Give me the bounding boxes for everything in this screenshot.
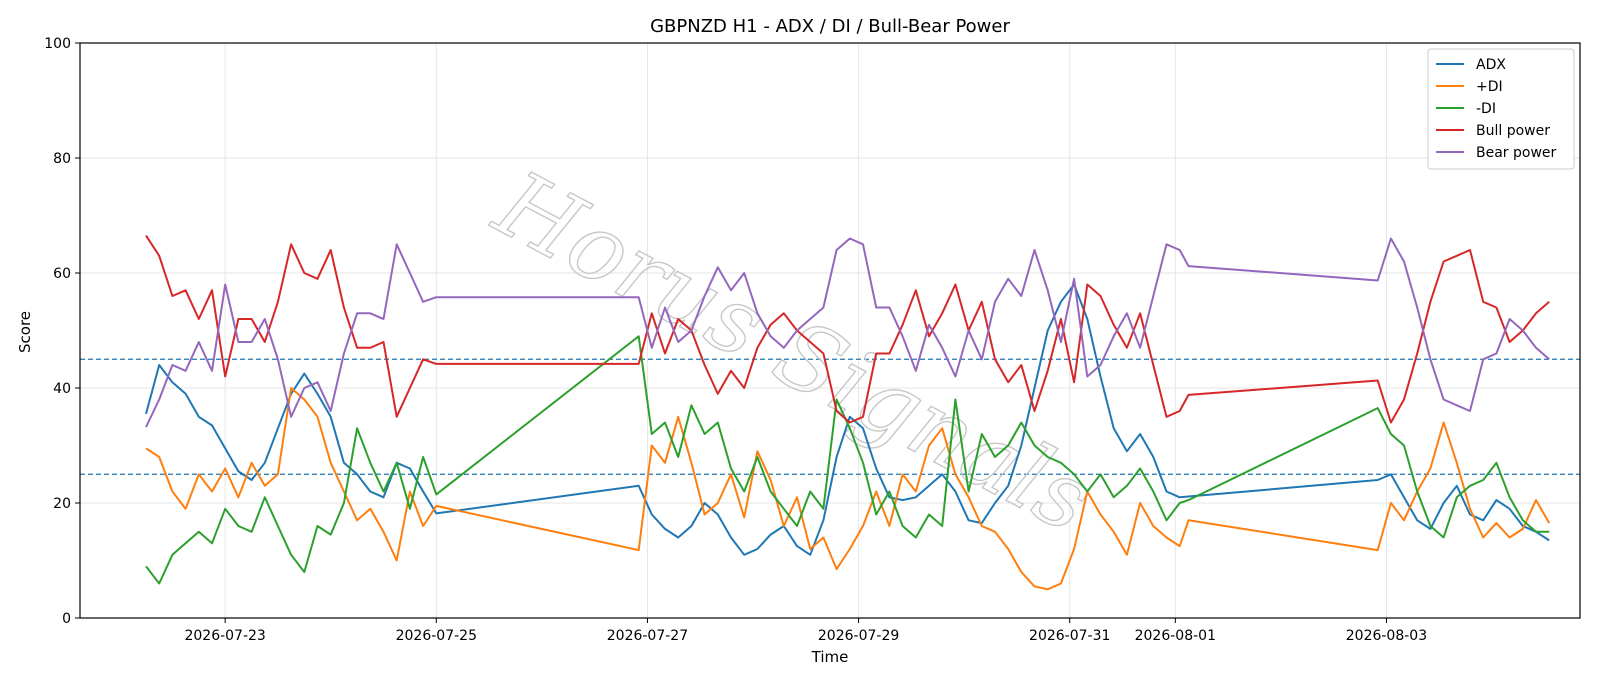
x-tick-label: 2026-08-01 [1135, 628, 1216, 644]
x-tick-label: 2026-08-03 [1346, 628, 1427, 644]
series-line-bear-power [145, 237, 1550, 428]
y-tick-label: 60 [53, 266, 71, 282]
y-tick-label: 100 [44, 36, 71, 52]
series-lines [145, 235, 1551, 591]
series-line--di [145, 387, 1551, 591]
legend-label: Bull power [1476, 123, 1550, 139]
legend-label: -DI [1476, 101, 1496, 117]
series-line--di [145, 335, 1550, 585]
x-axis-ticks: 2026-07-23 2026-07-25 2026-07-27 2026-07-29… [184, 618, 1427, 644]
y-axis-ticks: 0 20 40 60 80 100 [44, 36, 80, 627]
x-tick-label: 2026-07-23 [184, 628, 265, 644]
legend-box [1427, 48, 1575, 170]
threshold-lines [80, 358, 1580, 475]
series-line-adx [145, 283, 1550, 556]
y-tick-label: 40 [53, 381, 71, 397]
legend: ADX +DI -DI Bull power Bear power [1427, 48, 1575, 170]
y-axis-label: Score [16, 311, 34, 353]
x-axis-label: Time [811, 648, 849, 666]
x-tick-label: 2026-07-31 [1029, 628, 1110, 644]
x-tick-label: 2026-07-25 [396, 628, 477, 644]
plot-frame [79, 42, 1581, 619]
series-line-bull-power [145, 235, 1550, 424]
legend-label: +DI [1476, 79, 1503, 95]
chart-title: GBPNZD H1 - ADX / DI / Bull-Bear Power [650, 16, 1010, 37]
y-tick-label: 80 [53, 151, 71, 167]
legend-label: ADX [1476, 57, 1506, 73]
legend-label: Bear power [1476, 145, 1557, 161]
x-tick-label: 2026-07-27 [607, 628, 688, 644]
y-tick-label: 0 [62, 611, 71, 627]
x-tick-label: 2026-07-29 [818, 628, 899, 644]
y-tick-label: 20 [53, 496, 71, 512]
